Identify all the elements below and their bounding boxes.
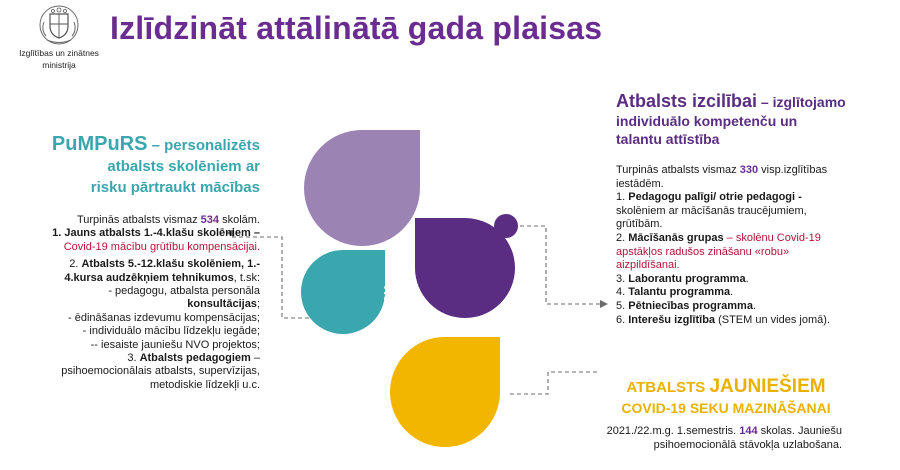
pumpurs-head-line2: atbalsts skolēniem ar — [107, 158, 260, 175]
izcilibai-title: Atbalsts izcilībai — [616, 91, 758, 111]
pumpurs-item-2-sub3: - ēdināšanas izdevumu kompensācijas; — [68, 311, 260, 324]
lavender-petal — [304, 130, 420, 246]
izcilibai-head-line2: individuālo kompetenču un — [616, 113, 798, 129]
pumpurs-item-2-sub2: konsultācijas; — [187, 298, 260, 311]
center-dots: ⋮ — [377, 283, 393, 302]
jauniesiem-head-line2: COVID-19 SEKU MAZINĀŠANAI — [621, 400, 831, 416]
izcilibai-item-2-line2: apstākļos radušos zināšanu «robu» — [616, 245, 790, 258]
jauniesiem-body-line1: 2021./22.m.g. 1.semestris. 144 skolas. J… — [606, 425, 842, 437]
izcilibai-head-rest: – izglītojamo — [757, 94, 846, 110]
pumpurs-item-3-line2: psihoemocionālais atbalsts, supervīzijas… — [61, 365, 260, 378]
jauniesiem-body: 2021./22.m.g. 1.semestris. 144 skolas. J… — [576, 424, 842, 452]
ministry-name-line2: ministrija — [42, 60, 76, 70]
izcilibai-item-4: 4. Talantu programma. — [616, 286, 734, 299]
pumpurs-item-2-sub5: -- iesaiste jauniešu NVO projektos; — [90, 338, 260, 351]
arrow-left-icon — [226, 229, 234, 237]
izcilibai-item-1-line3: grūtībām. — [616, 218, 663, 231]
teal-dot — [323, 310, 343, 330]
izcilibai-heading: Atbalsts izcilībai – izglītojamo individ… — [616, 92, 856, 148]
pumpurs-heading: PuMPuRS – personalizēts atbalsts skolēni… — [0, 134, 260, 198]
pumpurs-item-1-red: Covid-19 mācību grūtību kompensācijai. — [63, 240, 260, 253]
izcilibai-item-5: 5. Pētniecības programma. — [616, 299, 757, 312]
izcilibai-item-1: 1. Pedagogu palīgi/ otrie pedagogi - — [616, 191, 802, 204]
purple-dot — [494, 214, 518, 238]
pumpurs-head-line3: risku pārtraukt mācības — [90, 179, 260, 196]
jauniesiem-head-big: JAUNIEŠIEM — [709, 376, 826, 397]
jauniesiem-body-line2: psihoemocionālā stāvokļa uzlabošana. — [653, 439, 842, 451]
jauniesiem-head-small: ATBALSTS — [626, 379, 710, 396]
izcilibai-body: Turpinās atbalsts vismaz 330 visp.izglīt… — [616, 164, 866, 327]
pumpurs-item-2-line2: 4.kursa audzēkņiem tehnikumos, t.sk: — [64, 271, 260, 284]
connector-lines — [232, 225, 604, 395]
izcilibai-item-3: 3. Laborantu programma. — [616, 272, 749, 285]
ministry-logo: Izglītības un zinātnes ministrija — [18, 4, 100, 70]
pumpurs-item-3-line3: metodiskie līdzekļi u.c. — [149, 378, 260, 391]
purple-petal — [415, 218, 515, 318]
izcilibai-intro: Turpinās atbalsts vismaz 330 visp.izglīt… — [616, 164, 828, 176]
pumpurs-body: Turpinās atbalsts vismaz 534 skolām. 1. … — [4, 214, 260, 392]
pumpurs-item-3: 3. Atbalsts pedagogiem – — [127, 352, 260, 365]
teal-petal — [301, 250, 385, 334]
pumpurs-item-2-sub1: - pedagogu, atbalsta personāla — [108, 285, 260, 298]
yellow-petal — [390, 337, 500, 447]
pumpurs-name: PuMPuRS — [51, 133, 148, 155]
coat-of-arms-icon — [39, 5, 79, 45]
ministry-name-line1: Izglītības un zinātnes — [19, 48, 99, 58]
izcilibai-head-line3: talantu attīstība — [616, 131, 720, 147]
jauniesiem-heading: ATBALSTS JAUNIEŠIEM COVID-19 SEKU MAZINĀ… — [594, 376, 858, 416]
pumpurs-intro: Turpinās atbalsts vismaz 534 skolām. — [76, 214, 260, 226]
pumpurs-head-rest: – personalizēts — [147, 137, 260, 154]
page-title: Izlīdzināt attālinātā gada plaisas — [110, 10, 603, 46]
arrow-right-icon — [600, 300, 608, 308]
izcilibai-item-2-line3: aizpildīšanai. — [616, 259, 680, 272]
izcilibai-item-6: 6. Interešu izglītība (STEM un vides jom… — [616, 313, 830, 326]
izcilibai-intro-line2: iestādēm. — [616, 177, 664, 190]
pumpurs-item-1: 1. Jauns atbalsts 1.-4.klašu skolēniem – — [52, 227, 260, 240]
izcilibai-item-1-line2: skolēniem ar mācīšanās traucējumiem, — [616, 204, 807, 217]
pumpurs-item-2-sub4: - individuālo mācību līdzekļu iegāde; — [82, 325, 260, 338]
izcilibai-item-2: 2. Mācīšanās grupas – skolēnu Covid-19 — [616, 231, 821, 244]
pumpurs-item-2: 2. Atbalsts 5.-12.klašu skolēniem, 1.- — [69, 258, 260, 271]
